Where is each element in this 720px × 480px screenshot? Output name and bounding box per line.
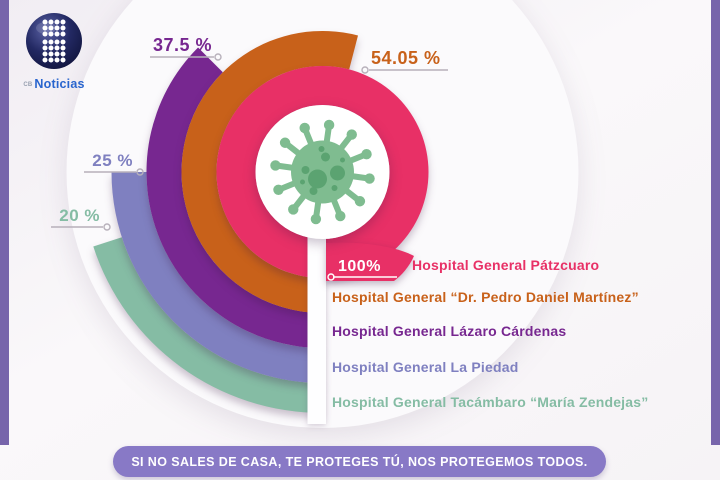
virus-spike-knob xyxy=(299,122,310,134)
virus-spike-knob xyxy=(273,184,284,195)
virus-spot xyxy=(321,152,330,162)
sphere-dot xyxy=(60,57,66,63)
sphere-dot xyxy=(48,45,54,51)
chart-labels-layer: 100% 54.05 % 37.5 % 25 % 20 % Hospital Genera… xyxy=(51,35,648,410)
sphere-dot xyxy=(54,45,60,51)
sphere-dot xyxy=(54,39,60,45)
virus-spike-knob xyxy=(288,204,299,215)
virus-spot xyxy=(309,187,318,195)
virus-spike-knob xyxy=(335,210,346,222)
sphere-dot xyxy=(42,57,48,63)
logo-wordmark: CB Noticias xyxy=(16,77,92,91)
virus-spot xyxy=(300,179,305,185)
logo-name: Noticias xyxy=(34,77,85,91)
callout-dot xyxy=(103,223,111,231)
virus-spot xyxy=(340,157,345,163)
sphere-highlight xyxy=(36,22,56,34)
hospital-label-3: Hospital General La Piedad xyxy=(332,359,518,375)
left-edge-strip xyxy=(0,0,9,445)
sphere-dot xyxy=(54,57,60,63)
virus-spike-knob xyxy=(323,119,335,131)
virus-spike-knob xyxy=(354,196,366,207)
sphere xyxy=(26,13,82,69)
sphere-dot xyxy=(60,45,66,51)
hospital-label-4: Hospital General Tacámbaro “María Zendej… xyxy=(332,394,648,410)
sphere-dot xyxy=(42,31,48,37)
ring-arc-0 xyxy=(216,66,429,279)
footer-banner: SI NO SALES DE CASA, TE PROTEGES TÚ, NOS… xyxy=(113,446,606,477)
logo-prefix: CB xyxy=(23,81,33,88)
virus-spike-knob xyxy=(346,129,357,140)
ring-arc-4 xyxy=(93,237,323,413)
footer-banner-text: SI NO SALES DE CASA, TE PROTEGES TÚ, NOS… xyxy=(131,454,588,469)
virus-spot xyxy=(330,165,345,181)
sphere-dot xyxy=(60,51,66,57)
virus-spot xyxy=(318,146,325,152)
hospital-label-2: Hospital General Lázaro Cárdenas xyxy=(332,323,566,339)
sphere-dot xyxy=(42,45,48,51)
sphere-dot xyxy=(42,19,48,25)
news-logo: CB Noticias xyxy=(16,10,92,91)
ring-arc-2 xyxy=(146,47,323,349)
virus-spike-knob xyxy=(270,160,281,171)
sphere-dot xyxy=(48,51,54,57)
virus-badge xyxy=(255,105,390,239)
sphere-dot xyxy=(42,51,48,57)
sphere-dot xyxy=(54,25,60,31)
callout-dot xyxy=(136,168,144,176)
sphere-dot-grid xyxy=(42,19,66,63)
callout-dot xyxy=(327,273,335,281)
sphere-dot xyxy=(60,19,66,25)
callout-dot xyxy=(214,53,222,61)
sphere-dot xyxy=(48,25,54,31)
sphere-dot xyxy=(54,31,60,37)
sphere-dot xyxy=(48,39,54,45)
callout-dot xyxy=(361,66,369,74)
sphere-dot xyxy=(54,19,60,25)
sphere-dot xyxy=(54,51,60,57)
ring-arc-3 xyxy=(111,172,323,383)
virus-spike-knob xyxy=(279,137,291,148)
ring-arc-1 xyxy=(181,31,358,313)
value-label-0: 100% xyxy=(338,258,381,275)
value-label-1: 54.05 % xyxy=(371,48,441,68)
sphere-dot xyxy=(42,39,48,45)
sphere-dot xyxy=(60,39,66,45)
virus-spot xyxy=(308,169,327,189)
virus-spike-knob xyxy=(364,173,375,184)
full-ring-tail xyxy=(326,242,414,281)
virus-spot xyxy=(331,185,338,191)
sphere-dot xyxy=(60,25,66,31)
hospital-label-1: Hospital General “Dr. Pedro Daniel Martí… xyxy=(332,289,639,305)
news-logo-sphere-icon xyxy=(26,13,82,69)
right-edge-strip xyxy=(711,0,720,445)
virus-spike-knob xyxy=(310,213,322,225)
virus-spike-knob xyxy=(361,149,372,160)
coronavirus-icon xyxy=(270,119,375,225)
sphere-dot xyxy=(48,19,54,25)
value-label-3: 25 % xyxy=(92,151,133,170)
value-label-4: 20 % xyxy=(59,206,100,225)
sphere-dot xyxy=(48,31,54,37)
hospital-label-0: Hospital General Pátzcuaro xyxy=(412,257,599,273)
virus-spot xyxy=(301,166,310,174)
sphere-dot xyxy=(48,57,54,63)
sphere-dot xyxy=(42,25,48,31)
sphere-dot xyxy=(60,31,66,37)
value-label-2: 37.5 % xyxy=(153,35,212,55)
